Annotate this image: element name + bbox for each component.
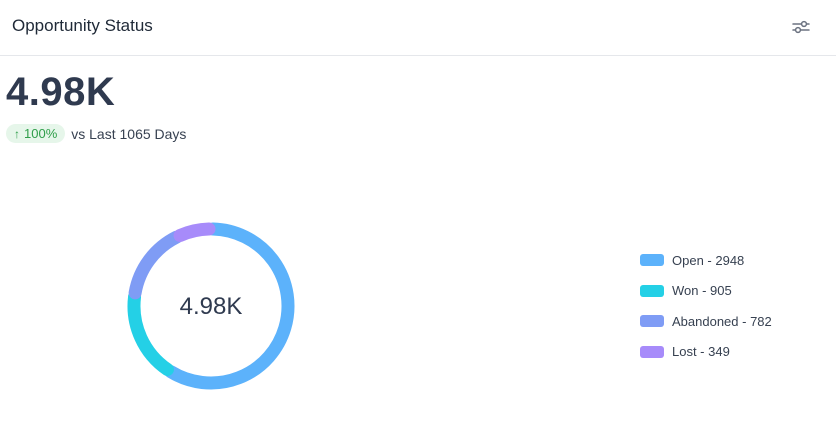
donut-slice-open[interactable] xyxy=(164,222,295,390)
donut-chart: 4.98K xyxy=(127,222,295,390)
card-title: Opportunity Status xyxy=(12,16,153,35)
trend-percent: 100% xyxy=(24,126,58,141)
donut-slice-lost[interactable] xyxy=(173,222,216,242)
legend-item-open[interactable]: Open - 2948 xyxy=(640,250,772,270)
compare-text: vs Last 1065 Days xyxy=(71,125,187,142)
donut-slice-abandoned[interactable] xyxy=(128,230,183,300)
legend-item-lost[interactable]: Lost - 349 xyxy=(640,342,772,362)
donut-slice-won[interactable] xyxy=(127,290,174,377)
sliders-icon[interactable] xyxy=(792,18,810,36)
legend-swatch xyxy=(640,254,664,266)
legend-swatch xyxy=(640,345,664,358)
total-value: 4.98K xyxy=(6,70,116,114)
chart-legend: Open - 2948 Won - 905 Abandoned - 782 Lost … xyxy=(640,250,772,372)
legend-label: Abandoned - 782 xyxy=(672,313,772,329)
arrow-up-icon: ↑ xyxy=(14,126,20,141)
legend-label: Won - 905 xyxy=(672,283,732,298)
donut-center-label: 4.98K xyxy=(180,293,243,320)
legend-swatch xyxy=(640,284,664,297)
legend-item-abandoned[interactable]: Abandoned - 782 xyxy=(640,311,772,331)
legend-item-won[interactable]: Won - 905 xyxy=(640,281,772,301)
legend-label: Open - 2948 xyxy=(672,252,745,268)
card-header: Opportunity Status xyxy=(0,0,836,56)
trend-row: ↑ 100% vs Last 1065 Days xyxy=(6,124,186,143)
trend-badge: ↑ 100% xyxy=(6,124,66,143)
legend-swatch xyxy=(640,315,664,327)
legend-label: Lost - 349 xyxy=(672,344,730,359)
